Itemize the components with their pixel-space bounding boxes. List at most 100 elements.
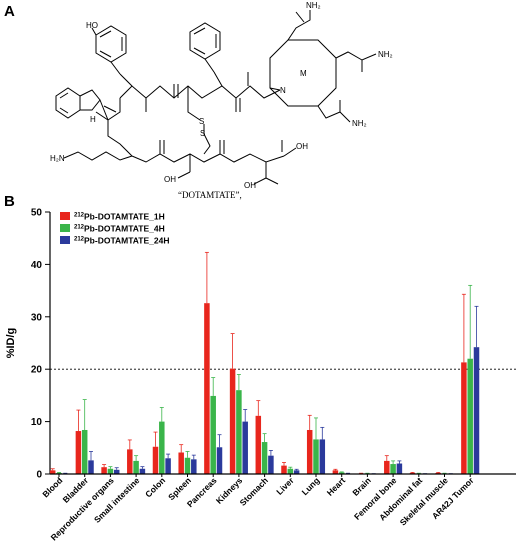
atom-n-ring: N — [280, 86, 286, 95]
x-category-label: Liver — [274, 475, 296, 497]
x-category-label: Blood — [40, 475, 64, 499]
atom-h2n: H₂N — [50, 154, 65, 163]
legend-name: Pb-DOTAMTATE_1H — [84, 212, 165, 222]
legend-superscript: 212 — [74, 237, 85, 243]
y-tick-label: 0 — [36, 470, 42, 481]
y-axis: 0 10 20 30 40 50 — [31, 208, 51, 481]
bar — [178, 452, 184, 474]
bar — [390, 464, 396, 474]
x-category-label: Brain — [350, 475, 372, 497]
lysine-chain — [63, 151, 133, 161]
phenyl-ring — [189, 22, 221, 60]
atom-nh2-right: NH₂ — [378, 50, 393, 59]
bottom-backbone — [131, 153, 285, 163]
legend-label: 212Pb-DOTAMTATE_4H — [74, 224, 165, 234]
atom-nh2-bottom: NH₂ — [352, 119, 367, 128]
legend-superscript: 212 — [74, 225, 85, 231]
bar — [287, 468, 294, 474]
indole-benzene — [55, 87, 81, 119]
bar — [101, 467, 107, 474]
atom-oh-acid: OH — [296, 142, 308, 151]
bar — [319, 439, 326, 474]
bar — [216, 447, 223, 474]
top-backbone — [119, 85, 281, 99]
bar — [261, 442, 268, 474]
bar — [281, 465, 287, 474]
x-category-label: Heart — [325, 475, 348, 498]
bar — [75, 431, 82, 474]
y-tick-label: 40 — [31, 260, 43, 271]
bar — [229, 368, 236, 474]
bar — [255, 415, 262, 474]
legend-name: Pb-DOTAMTATE_24H — [84, 236, 169, 246]
y-tick-label: 50 — [31, 208, 43, 219]
bar — [184, 457, 191, 474]
x-category-label: Colon — [143, 475, 167, 499]
bar — [306, 429, 313, 474]
x-category-label: Lung — [300, 475, 322, 497]
dotamtate-structure: HO H₂N NH₂ NH₂ NH₂ OH OH OH S S N H M “D… — [50, 1, 393, 200]
bar — [159, 421, 165, 474]
atom-oh-thr1: OH — [164, 175, 176, 184]
panel-b-letter: B — [4, 193, 15, 210]
legend-swatch — [60, 224, 70, 232]
bar — [88, 460, 94, 474]
indole-pyrrole — [79, 89, 101, 111]
x-category-label: Stomach — [238, 475, 270, 507]
bar — [133, 460, 139, 474]
bar — [332, 470, 339, 474]
cys-chain-1 — [187, 86, 201, 121]
bar — [242, 421, 248, 474]
atom-s2: S — [200, 129, 205, 138]
atom-h-indole: H — [90, 115, 96, 124]
bar — [313, 439, 319, 474]
legend-label: 212Pb-DOTAMTATE_24H — [74, 236, 170, 246]
legend: 212Pb-DOTAMTATE_1H212Pb-DOTAMTATE_4H212P… — [60, 212, 170, 246]
panel-a-letter: A — [4, 3, 15, 20]
y-tick-label: 20 — [31, 365, 43, 376]
bar — [396, 463, 403, 474]
bar — [204, 303, 210, 474]
y-axis-label: %ID/g — [5, 328, 17, 359]
bars — [49, 251, 480, 475]
y-tick-label: 30 — [31, 312, 43, 323]
bar — [127, 449, 133, 474]
bar — [384, 460, 390, 474]
arm-right — [335, 51, 377, 61]
bar — [268, 455, 274, 474]
bar — [81, 429, 88, 474]
bar — [461, 362, 467, 474]
bar — [191, 459, 197, 474]
bar — [236, 390, 242, 474]
bar — [107, 468, 114, 474]
legend-swatch — [60, 212, 70, 220]
bar — [113, 469, 120, 474]
bar — [338, 472, 345, 474]
metal-label: M — [300, 69, 307, 78]
legend-superscript: 212 — [74, 213, 85, 219]
bar — [139, 468, 146, 474]
bar — [165, 458, 171, 474]
atom-nh2-top: NH₂ — [306, 1, 321, 10]
x-category-label: Small intestine — [92, 475, 142, 525]
atom-oh-thr2: OH — [244, 181, 256, 190]
atom-s1: S — [199, 117, 204, 126]
y-tick-label: 10 — [31, 417, 43, 428]
legend-name: Pb-DOTAMTATE_4H — [84, 224, 165, 234]
arm-top — [287, 10, 311, 41]
arm-bottom — [317, 105, 351, 123]
legend-swatch — [60, 236, 70, 244]
bar — [473, 347, 480, 474]
bar — [293, 470, 300, 474]
bar — [467, 358, 473, 474]
compound-label: “DOTAMTATE”, — [178, 190, 242, 200]
tyrosine-ring — [95, 25, 127, 63]
biodistribution-chart: %ID/g 0 10 20 30 40 50 BloodBladderReproducti… — [5, 208, 516, 542]
cys-chain-2 — [203, 124, 211, 155]
atom-ho: HO — [86, 21, 98, 30]
left-backbone — [107, 98, 133, 157]
bar — [152, 446, 159, 474]
bar — [49, 470, 56, 474]
